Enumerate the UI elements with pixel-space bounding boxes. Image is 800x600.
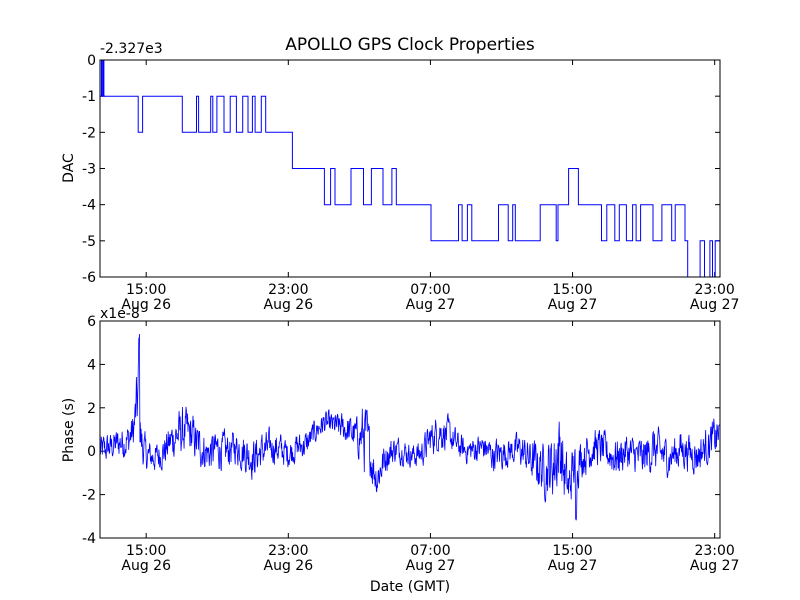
dac-y-ticks: 0 -1 -2 -3 -4 -5 -6 <box>82 53 720 286</box>
phase-y-tick-label: -2 <box>82 488 96 504</box>
dac-x-tick-date: Aug 27 <box>548 297 598 313</box>
dac-plot-area <box>100 59 721 278</box>
dac-x-tick-date: Aug 26 <box>121 297 171 313</box>
dac-x-tick-time: 23:00 <box>268 282 308 298</box>
dac-x-tick-date: Aug 26 <box>264 297 314 313</box>
phase-x-tick-time: 07:00 <box>410 543 450 559</box>
dac-y-tick-label: -2 <box>82 125 96 141</box>
phase-offset-label: x1e-8 <box>100 306 140 322</box>
dac-x-tick-date: Aug 27 <box>690 297 740 313</box>
chart-title: APOLLO GPS Clock Properties <box>285 35 535 55</box>
phase-y-tick-label: 6 <box>87 314 96 330</box>
phase-x-tick-time: 15:00 <box>126 543 166 559</box>
dac-panel: APOLLO GPS Clock Properties -2.327e3 DAC… <box>61 35 739 313</box>
dac-x-tick-time: 15:00 <box>126 282 166 298</box>
dac-y-tick-label: -4 <box>82 198 96 214</box>
dac-offset-label: -2.327e3 <box>100 41 163 57</box>
dac-y-tick-label: -6 <box>82 270 96 286</box>
phase-x-tick-time: 15:00 <box>552 543 592 559</box>
phase-y-axis-label: Phase (s) <box>61 398 77 462</box>
phase-x-tick-date: Aug 26 <box>121 558 171 574</box>
phase-y-tick-label: 2 <box>87 401 96 417</box>
phase-y-ticks: 6 4 2 0 -2 -4 <box>82 314 720 547</box>
dac-x-tick-time: 23:00 <box>694 282 734 298</box>
phase-x-tick-date: Aug 27 <box>690 558 740 574</box>
dac-series-line <box>100 59 721 278</box>
phase-x-tick-date: Aug 26 <box>264 558 314 574</box>
phase-y-tick-label: 4 <box>87 357 96 373</box>
dac-y-axis-label: DAC <box>61 153 77 183</box>
phase-x-tick-time: 23:00 <box>268 543 308 559</box>
phase-y-tick-label: 0 <box>87 444 96 460</box>
dac-x-tick-time: 07:00 <box>410 282 450 298</box>
phase-x-tick-date: Aug 27 <box>406 558 456 574</box>
dac-y-tick-label: -5 <box>82 234 96 250</box>
phase-y-tick-label: -4 <box>82 531 96 547</box>
dac-y-tick-label: 0 <box>87 53 96 69</box>
phase-axes-frame <box>99 320 721 539</box>
dac-axes-frame <box>99 59 721 278</box>
phase-x-tick-date: Aug 27 <box>548 558 598 574</box>
phase-series-line <box>99 333 721 521</box>
dac-y-tick-label: -1 <box>82 89 96 105</box>
dac-y-tick-label: -3 <box>82 162 96 178</box>
dac-x-tick-date: Aug 27 <box>406 297 456 313</box>
x-axis-label: Date (GMT) <box>370 579 450 595</box>
phase-x-tick-time: 23:00 <box>694 543 734 559</box>
phase-plot-area <box>99 333 721 521</box>
dac-x-tick-time: 15:00 <box>552 282 592 298</box>
